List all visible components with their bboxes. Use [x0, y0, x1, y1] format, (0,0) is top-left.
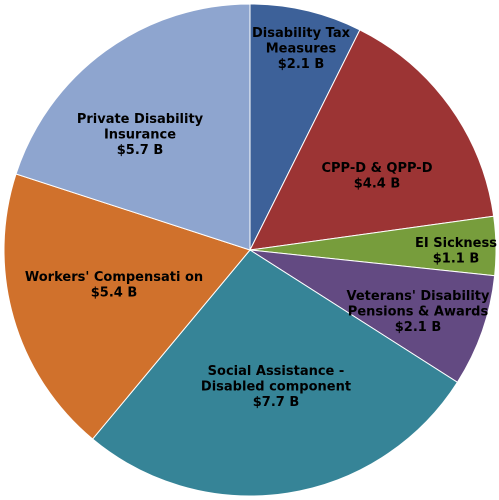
slice-label-line: CPP-D & QPP-D — [321, 161, 432, 176]
pie-slices — [3, 3, 497, 497]
pie-slice-5 — [91, 249, 459, 497]
slice-label-line: Disability Tax — [252, 26, 351, 41]
slice-label-line: Veterans' Disability — [347, 289, 491, 304]
slice-label-line: Social Assistance - — [208, 364, 345, 379]
slice-label-line: Workers' Compensati on — [25, 270, 203, 285]
slice-label-line: $4.4 B — [354, 176, 401, 191]
slice-label-line: $1.1 B — [433, 251, 480, 266]
slice-label-line: $7.7 B — [253, 395, 300, 410]
slice-label-line: Measures — [266, 42, 337, 57]
pie-slice-1 — [249, 3, 361, 251]
slice-label-line: Pensions & Awards — [348, 305, 489, 320]
slice-label-line: $5.4 B — [91, 285, 138, 300]
pie-slice-6 — [3, 173, 251, 440]
slice-label-2: CPP-D & QPP-D $4.4 B — [321, 161, 432, 192]
slice-label-4: Veterans' Disability Pensions & Awards $2.… — [347, 289, 491, 335]
pie-slice-7 — [15, 3, 251, 251]
slice-label-line: $2.1 B — [395, 320, 442, 335]
slice-label-line: $2.1 B — [278, 57, 325, 72]
pie-slice-2 — [249, 29, 495, 251]
slice-label-line: Disabled component — [201, 380, 351, 395]
slice-label-line: Private Disability — [77, 112, 204, 127]
slice-label-line: EI Sickness — [415, 236, 497, 251]
slice-label-6: Workers' Compensati on $5.4 B — [25, 270, 203, 301]
slice-label-1: Disability Tax Measures $2.1 B — [252, 26, 351, 72]
pie-slice-4 — [249, 249, 496, 383]
slice-label-line: $5.7 B — [117, 143, 164, 158]
slice-label-3: EI Sickness $1.1 B — [415, 236, 497, 266]
slice-label-line: Insurance — [104, 128, 176, 143]
slice-label-7: Private Disability Insurance $5.7 B — [77, 112, 204, 158]
slice-label-5: Social Assistance -Disabled component $7.… — [201, 364, 351, 410]
